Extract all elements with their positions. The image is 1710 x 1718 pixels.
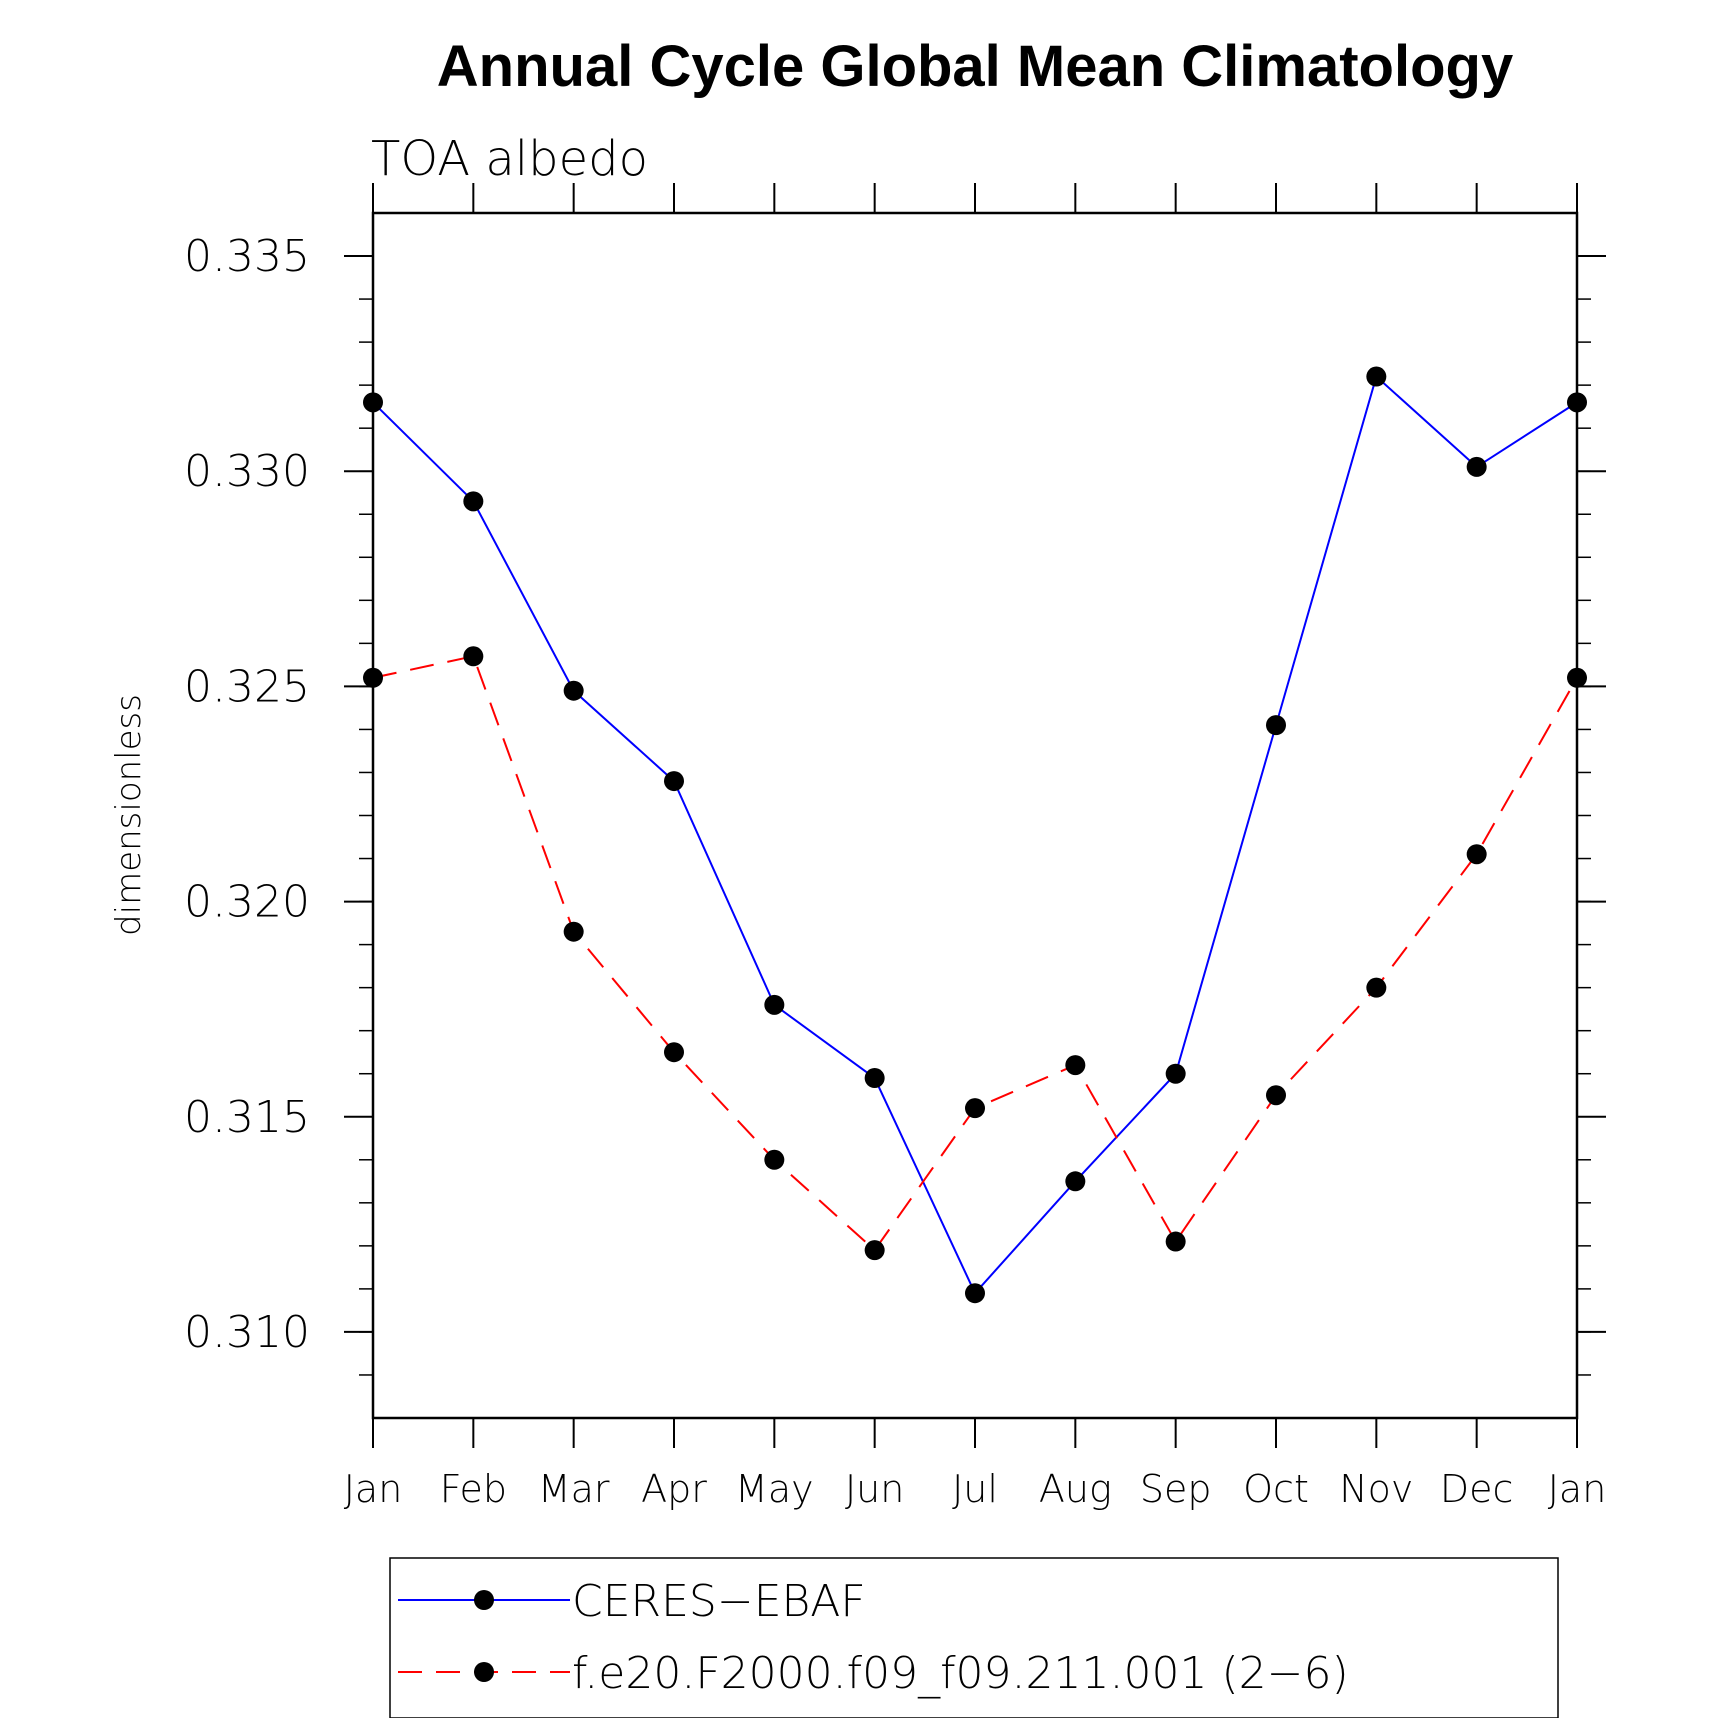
data-point bbox=[1165, 1063, 1186, 1084]
data-point bbox=[1466, 456, 1487, 477]
data-point bbox=[463, 491, 484, 512]
y-tick-labels: 0.310 0.315 0.320 0.325 0.330 0.335 bbox=[184, 231, 310, 1358]
y-tick-label: 0.330 bbox=[184, 446, 310, 497]
x-tick-label: Aug bbox=[1039, 1467, 1112, 1511]
y-tick-label: 0.310 bbox=[184, 1307, 310, 1358]
x-tick-labels: Jan Feb Mar Apr May Jun Jul Aug Sep Oct Nov Dec Jan bbox=[344, 1467, 1607, 1511]
x-tick-label: Dec bbox=[1440, 1467, 1514, 1511]
chart-title: Annual Cycle Global Mean Climatology bbox=[437, 34, 1513, 99]
data-point bbox=[1165, 1231, 1186, 1252]
data-point bbox=[1065, 1171, 1086, 1192]
x-tick-label: Jan bbox=[1548, 1467, 1607, 1511]
data-point bbox=[563, 680, 584, 701]
x-tick-label: Jul bbox=[952, 1467, 998, 1511]
series-2 bbox=[363, 646, 1587, 1261]
x-tick-label: Sep bbox=[1140, 1467, 1212, 1511]
legend-box bbox=[389, 1557, 1559, 1718]
data-point bbox=[764, 1149, 785, 1170]
data-point bbox=[764, 994, 785, 1015]
y-axis-label: dimensionless bbox=[109, 694, 149, 936]
y-tick-label: 0.335 bbox=[184, 231, 310, 282]
data-point bbox=[864, 1240, 885, 1261]
series-line bbox=[372, 655, 1578, 1252]
data-point bbox=[664, 771, 684, 792]
data-point bbox=[1366, 366, 1387, 387]
data-point bbox=[363, 392, 383, 413]
x-tick-label: Jun bbox=[845, 1467, 904, 1511]
x-tick-label: Nov bbox=[1339, 1467, 1413, 1511]
legend: CERES−EBAF f.e20.F2000.f09_f09.211.001 (2… bbox=[398, 1576, 1349, 1699]
data-point bbox=[563, 921, 584, 942]
x-tick-label: Feb bbox=[440, 1467, 507, 1511]
series-layer bbox=[363, 366, 1587, 1304]
data-point bbox=[965, 1098, 985, 1119]
legend-label: f.e20.F2000.f09_f09.211.001 (2−6) bbox=[572, 1648, 1349, 1699]
data-point bbox=[965, 1283, 985, 1304]
data-point bbox=[363, 667, 383, 688]
x-tick-label: Apr bbox=[641, 1467, 707, 1511]
data-point bbox=[1567, 392, 1587, 413]
y-tick-label: 0.325 bbox=[184, 661, 310, 712]
axis-ticks bbox=[344, 183, 1606, 1448]
data-point bbox=[463, 646, 484, 667]
y-tick-label: 0.320 bbox=[184, 877, 310, 928]
legend-marker bbox=[474, 1662, 494, 1682]
series-1 bbox=[363, 366, 1587, 1304]
series-line bbox=[372, 374, 1578, 1295]
data-point bbox=[1466, 844, 1487, 865]
legend-marker bbox=[474, 1590, 494, 1610]
x-tick-label: Mar bbox=[538, 1467, 610, 1511]
data-point bbox=[1065, 1055, 1086, 1076]
legend-label: CERES−EBAF bbox=[572, 1576, 866, 1627]
data-point bbox=[864, 1068, 885, 1089]
chart-subtitle: TOA albedo bbox=[371, 131, 648, 187]
x-tick-label: Oct bbox=[1243, 1467, 1309, 1511]
data-point bbox=[1366, 977, 1387, 998]
y-tick-label: 0.315 bbox=[184, 1092, 310, 1143]
data-point bbox=[664, 1042, 684, 1063]
x-tick-label: Jan bbox=[344, 1467, 403, 1511]
data-point bbox=[1567, 667, 1587, 688]
data-point bbox=[1266, 715, 1286, 736]
x-tick-label: May bbox=[735, 1467, 814, 1511]
data-point bbox=[1266, 1085, 1286, 1106]
